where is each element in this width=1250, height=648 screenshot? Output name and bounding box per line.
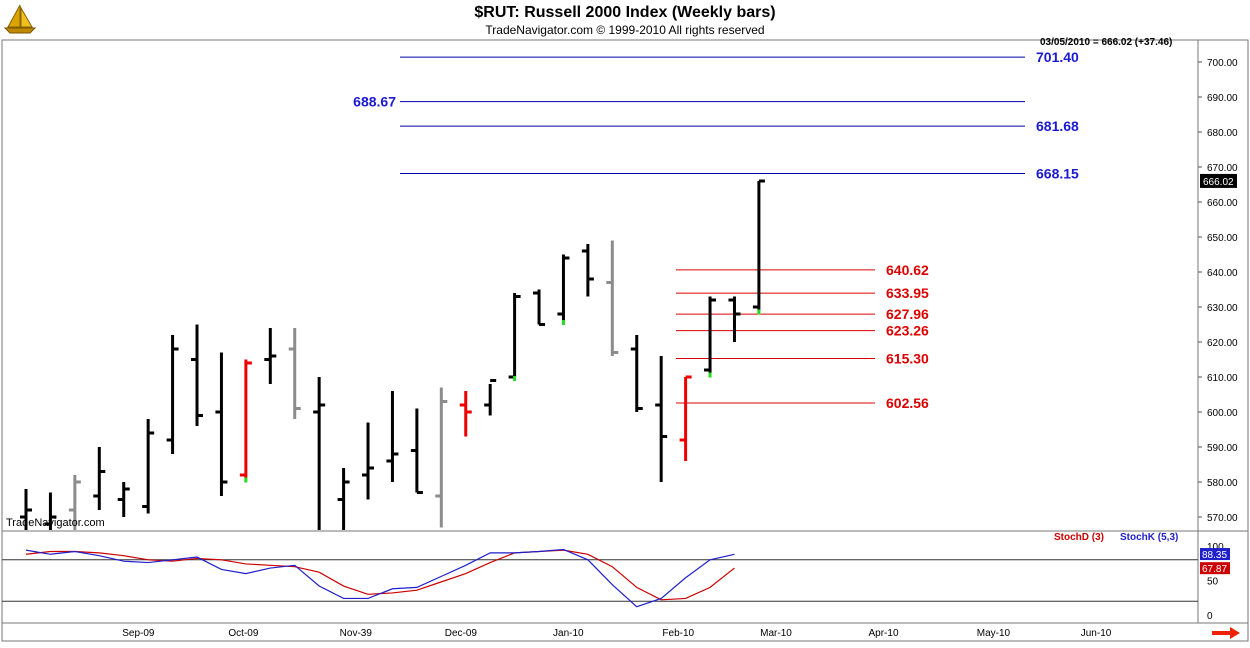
ohlc-bar <box>93 447 106 510</box>
price-axis-panel <box>1197 39 1249 532</box>
time-tick-label: Jun-10 <box>1081 628 1112 639</box>
time-tick-label: Apr-10 <box>868 628 898 639</box>
sailboat-logo-icon <box>3 4 37 34</box>
ohlc-bar <box>606 240 619 356</box>
bar-low-marker <box>757 309 761 315</box>
stoch-k-value-box <box>1200 548 1230 561</box>
ohlc-bar <box>557 254 570 325</box>
ohlc-bar <box>117 482 130 517</box>
time-tick-label: Sep-09 <box>122 628 155 639</box>
level-label: 623.26 <box>886 323 929 339</box>
price-readout: 03/05/2010 = 666.02 (+37.46) <box>1040 37 1173 48</box>
stoch-tick-label: 0 <box>1207 611 1213 622</box>
time-tick-label: Jan-10 <box>553 628 584 639</box>
ohlc-bar <box>386 391 399 482</box>
level-label: 640.62 <box>886 262 929 278</box>
bar-low-marker <box>708 372 712 378</box>
ohlc-bar <box>215 352 228 496</box>
ohlc-bar <box>410 408 423 494</box>
ohlc-bar <box>362 422 375 500</box>
stoch-tick-label: 100 <box>1207 542 1224 553</box>
bar-low-marker <box>513 376 517 381</box>
stoch-tick-label: 50 <box>1207 577 1219 588</box>
time-tick-label: Mar-10 <box>760 628 792 639</box>
stoch-pane <box>1 530 1199 624</box>
bar-low-marker <box>244 477 248 483</box>
ohlc-bar <box>44 492 57 530</box>
ohlc-bar <box>313 377 326 530</box>
time-tick-label: Feb-10 <box>662 628 694 639</box>
price-tick-label: 680.00 <box>1207 128 1238 139</box>
price-pane <box>1 39 1199 532</box>
level-label: 602.56 <box>886 395 929 411</box>
ohlc-bar <box>435 387 448 528</box>
stoch-d-value: 67.87 <box>1202 564 1227 575</box>
watermark: TradeNavigator.com <box>6 517 105 529</box>
level-label: 615.30 <box>886 350 929 366</box>
ohlc-bar <box>728 296 741 342</box>
time-tick-label: Nov-39 <box>340 628 373 639</box>
level-label: 627.96 <box>886 306 929 322</box>
legend-stoch-k: StochK (5,3) <box>1120 532 1179 543</box>
price-tick-label: 600.00 <box>1207 408 1238 419</box>
price-tick-label: 570.00 <box>1207 513 1238 524</box>
price-tick-label: 590.00 <box>1207 443 1238 454</box>
last-price-box <box>1200 173 1237 188</box>
price-tick-label: 610.00 <box>1207 373 1238 384</box>
ohlc-bar <box>484 379 497 416</box>
ohlc-bar <box>630 335 643 412</box>
ohlc-bar <box>581 244 594 297</box>
ohlc-bar <box>191 324 204 426</box>
stoch-series-line <box>25 548 735 608</box>
ohlc-bar <box>337 468 350 530</box>
ohlc-bar <box>20 489 32 530</box>
ohlc-bar <box>288 328 301 419</box>
level-label: 688.67 <box>353 94 396 110</box>
chart-title: $RUT: Russell 2000 Index (Weekly bars) <box>474 4 776 21</box>
legend-stoch-d: StochD (3) <box>1054 532 1104 543</box>
stoch-k-value: 88.35 <box>1202 550 1227 561</box>
stoch-d-value-box <box>1200 562 1230 575</box>
bar-low-marker <box>561 320 565 325</box>
level-label: 668.15 <box>1036 165 1079 181</box>
ohlc-bar <box>239 359 252 483</box>
ohlc-bar <box>142 419 155 514</box>
price-tick-label: 640.00 <box>1207 268 1238 279</box>
price-tick-label: 620.00 <box>1207 338 1238 349</box>
ohlc-bar <box>704 296 717 378</box>
level-label: 701.40 <box>1036 49 1079 65</box>
price-tick-label: 690.00 <box>1207 93 1238 104</box>
ohlc-bar <box>68 475 81 530</box>
ohlc-bar <box>533 289 546 326</box>
time-tick-label: May-10 <box>977 628 1011 639</box>
level-label: 633.95 <box>886 285 929 301</box>
ohlc-bar <box>166 335 179 454</box>
ohlc-bar <box>264 328 277 384</box>
ohlc-bar <box>679 375 692 461</box>
last-price-label: 666.02 <box>1203 177 1234 188</box>
price-tick-label: 660.00 <box>1207 198 1238 209</box>
ohlc-bar <box>459 391 472 437</box>
price-tick-label: 630.00 <box>1207 303 1238 314</box>
ohlc-bar <box>655 356 668 482</box>
price-tick-label: 670.00 <box>1207 163 1238 174</box>
time-tick-label: Dec-09 <box>445 628 478 639</box>
stoch-axis-panel <box>1197 530 1249 624</box>
level-label: 681.68 <box>1036 118 1079 134</box>
ohlc-bar <box>508 293 521 381</box>
price-tick-label: 580.00 <box>1207 478 1238 489</box>
chart-subtitle: TradeNavigator.com © 1999-2010 All right… <box>485 23 765 37</box>
price-tick-label: 700.00 <box>1207 58 1238 69</box>
price-tick-label: 650.00 <box>1207 233 1238 244</box>
scroll-right-arrow-icon[interactable] <box>1212 627 1240 639</box>
time-tick-label: Oct-09 <box>228 628 258 639</box>
time-axis-strip <box>1 622 1249 642</box>
ohlc-bar <box>752 179 765 315</box>
